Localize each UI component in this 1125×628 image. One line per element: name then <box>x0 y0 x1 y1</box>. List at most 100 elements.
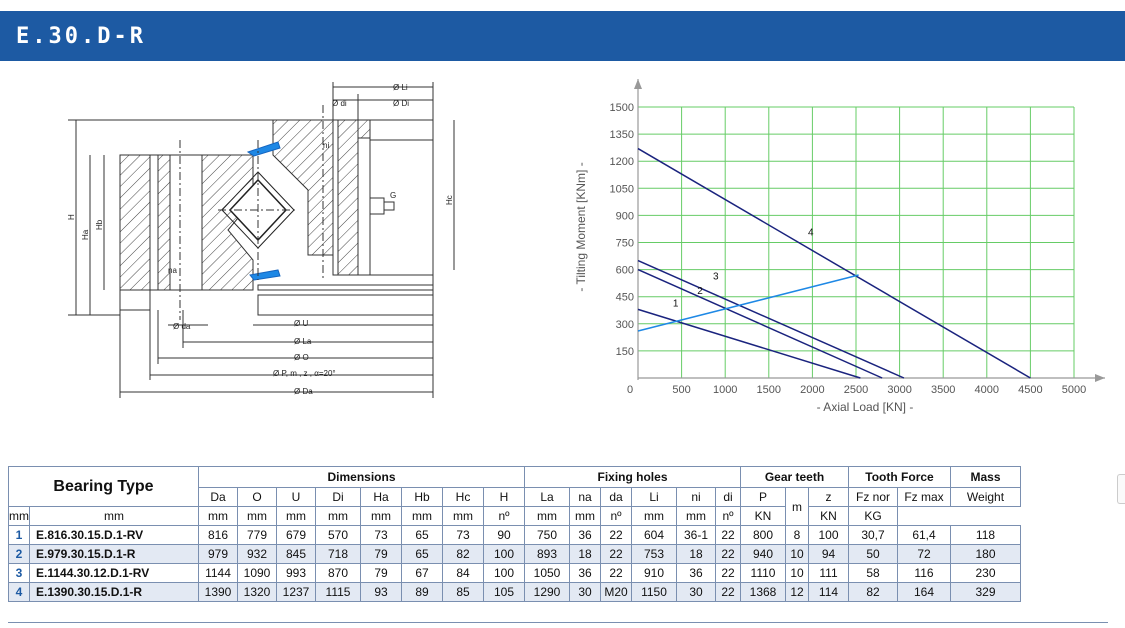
table-cell: 105 <box>483 582 525 602</box>
table-cell: 100 <box>483 544 525 564</box>
load-chart: 500 1000 1500 2000 2500 3000 3500 4000 4500 50001… <box>575 79 1105 414</box>
group-header: Fixing holes <box>524 466 741 488</box>
y-tick-label: 450 <box>616 292 634 304</box>
table-cell: 50 <box>848 544 898 564</box>
group-header: Gear teeth <box>740 466 849 488</box>
column-header: Fz max <box>897 487 951 507</box>
table-cell: 22 <box>600 544 632 564</box>
table-cell: 1237 <box>276 582 316 602</box>
column-header: Da <box>198 487 238 507</box>
column-unit: mm <box>360 506 402 526</box>
row-index: 2 <box>8 544 30 564</box>
table-cell: 1368 <box>740 582 786 602</box>
bearing-type-cell: E.1390.30.15.D.1-R <box>29 582 199 602</box>
table-cell: 816 <box>198 525 238 545</box>
column-header: Weight <box>950 487 1021 507</box>
label-ni: ni <box>323 141 329 150</box>
table-cell: 100 <box>483 563 525 583</box>
table-cell: 753 <box>631 544 677 564</box>
table-cell: 1110 <box>740 563 786 583</box>
table-row: 3 E.1144.30.12.D.1-RV 1144 1090 993 870 79 67 84… <box>8 563 1021 583</box>
column-header: Hc <box>442 487 484 507</box>
y-tick-label: 900 <box>616 210 634 222</box>
table-cell: 1050 <box>524 563 570 583</box>
series-line-reference <box>637 274 859 332</box>
table-cell: 58 <box>848 563 898 583</box>
table-cell: 870 <box>315 563 361 583</box>
bearing-type-cell: E.1144.30.12.D.1-RV <box>29 563 199 583</box>
column-unit: mm <box>315 506 361 526</box>
column-header: Hb <box>401 487 443 507</box>
origin-tick-label: 0 <box>627 384 633 396</box>
x-tick-label: 3500 <box>931 384 955 396</box>
label-g: G <box>390 191 396 200</box>
column-unit: mm <box>8 506 30 526</box>
y-tick-label: 1200 <box>610 156 634 168</box>
table-cell: 1320 <box>237 582 277 602</box>
table-row: 2 E.979.30.15.D.1-R 979 932 845 718 79 65 82 100 8… <box>8 544 1021 564</box>
row-index: 3 <box>8 563 30 583</box>
table-cell: 72 <box>897 544 951 564</box>
table-cell: 84 <box>442 563 484 583</box>
label-na: na <box>168 266 177 275</box>
table-cell: 30,7 <box>848 525 898 545</box>
column-header: H <box>483 487 525 507</box>
column-unit: mm <box>198 506 238 526</box>
table-cell: 932 <box>237 544 277 564</box>
table-cell: 779 <box>237 525 277 545</box>
column-header: da <box>600 487 632 507</box>
table-cell: 65 <box>401 544 443 564</box>
column-header: P <box>740 487 786 507</box>
table-cell: 1115 <box>315 582 361 602</box>
table-cell: 10 <box>785 544 809 564</box>
table-cell: 230 <box>950 563 1021 583</box>
table-cell: 22 <box>600 563 632 583</box>
bearing-type-header: Bearing Type <box>8 466 199 507</box>
y-axis-label: - Tilting Moment [KNm] - <box>575 162 588 291</box>
table-cell: 111 <box>808 563 849 583</box>
table-cell: 82 <box>848 582 898 602</box>
table-cell: 180 <box>950 544 1021 564</box>
column-header: Ha <box>360 487 402 507</box>
x-tick-label: 4000 <box>975 384 999 396</box>
label-di: Ø Di <box>393 99 409 108</box>
table-cell: 1290 <box>524 582 570 602</box>
table-cell: 36 <box>569 563 601 583</box>
table-cell: 750 <box>524 525 570 545</box>
title-banner: E.30.D-R <box>0 11 1125 61</box>
column-unit: mm <box>276 506 316 526</box>
column-unit: KG <box>848 506 898 526</box>
x-tick-label: 2500 <box>844 384 868 396</box>
label-da: Ø da <box>173 322 191 331</box>
column-header: Di <box>315 487 361 507</box>
side-tab[interactable] <box>1117 474 1125 504</box>
curve-label: 3 <box>713 272 719 283</box>
column-unit: nº <box>600 506 632 526</box>
y-tick-label: 600 <box>616 265 634 277</box>
y-tick-label: 150 <box>616 346 634 358</box>
table-cell: 718 <box>315 544 361 564</box>
curve-label: 2 <box>697 286 703 297</box>
bearing-type-cell: E.816.30.15.D.1-RV <box>29 525 199 545</box>
table-cell: 36 <box>676 563 716 583</box>
x-axis-label: - Axial Load [KN] - <box>817 400 914 414</box>
table-cell: 22 <box>715 525 741 545</box>
table-cell: 36-1 <box>676 525 716 545</box>
series-line-1 <box>637 308 861 379</box>
table-cell: 118 <box>950 525 1021 545</box>
label-hc: Hc <box>445 195 454 205</box>
table-cell: 65 <box>401 525 443 545</box>
table-cell: 22 <box>715 563 741 583</box>
table-cell: 679 <box>276 525 316 545</box>
row-index: 1 <box>8 525 30 545</box>
table-cell: 18 <box>569 544 601 564</box>
row-index: 4 <box>8 582 30 602</box>
table-cell: 67 <box>401 563 443 583</box>
table-cell: 1150 <box>631 582 677 602</box>
y-tick-label: 300 <box>616 319 634 331</box>
label-h: H <box>68 214 76 220</box>
label-la: Ø La <box>294 337 312 346</box>
column-header: Fz nor <box>848 487 898 507</box>
table-cell: 604 <box>631 525 677 545</box>
page-title: E.30.D-R <box>16 24 146 49</box>
